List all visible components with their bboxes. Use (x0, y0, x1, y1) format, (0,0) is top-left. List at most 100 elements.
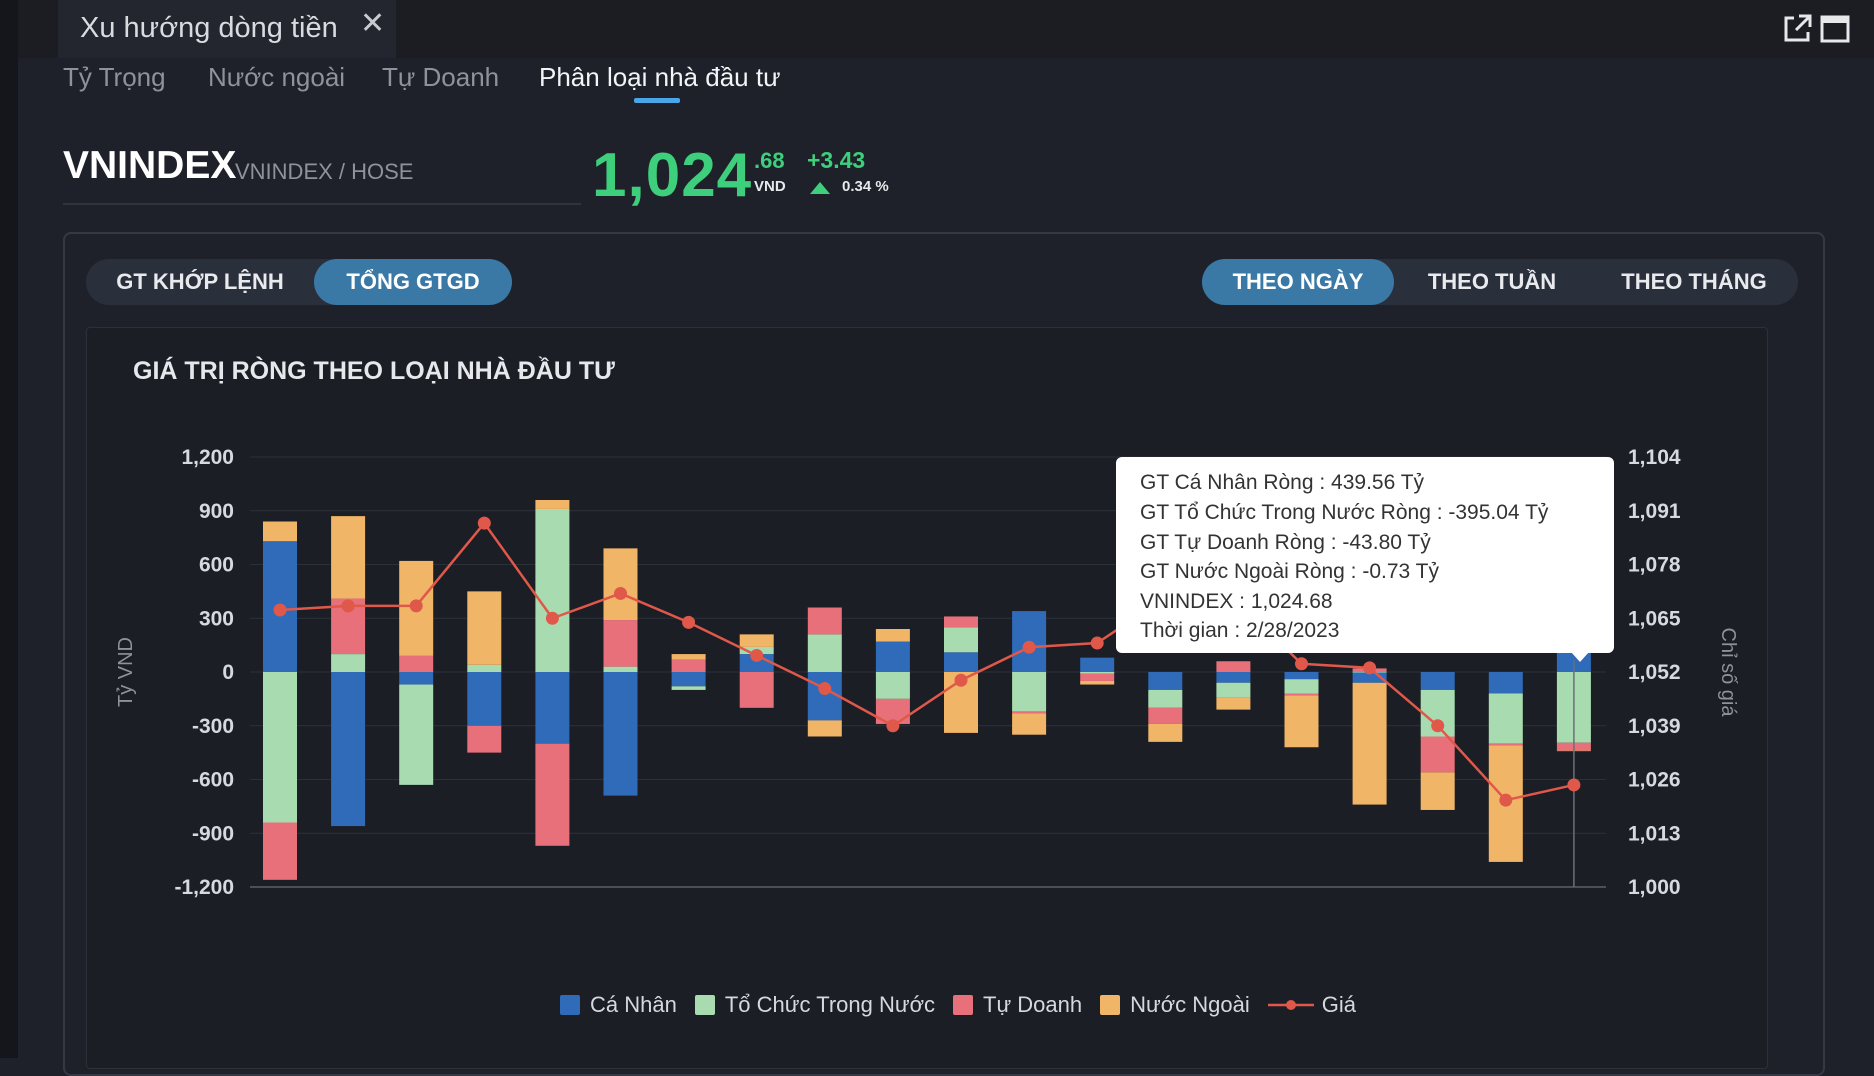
y-tick-label: 0 (222, 661, 234, 684)
price-point (750, 648, 764, 662)
price-point (341, 599, 355, 613)
bar-segment (535, 500, 570, 509)
legend-label: Tổ Chức Trong Nước (724, 992, 936, 1017)
y2-tick-label: 1,104 (1628, 446, 1681, 469)
symbol-code: VNINDEX (63, 144, 237, 187)
chart-panel (86, 327, 1768, 1069)
bar-segment (603, 620, 638, 667)
legend-swatch (953, 995, 974, 1015)
price-point (614, 586, 627, 600)
bar-segment (1420, 672, 1455, 690)
bar-segment (331, 672, 366, 827)
legend-label: Nước Ngoài (1130, 992, 1250, 1017)
bar-segment (1488, 743, 1523, 746)
bar-segment (807, 672, 842, 721)
bar-segment (807, 607, 842, 635)
bar-segment (263, 672, 297, 823)
price-point (954, 673, 968, 687)
bar-segment (1352, 682, 1387, 805)
legend-swatch (694, 995, 715, 1015)
y2-tick-label: 1,000 (1628, 876, 1681, 899)
legend-swatch (560, 995, 580, 1015)
maximize-icon[interactable] (1818, 12, 1852, 46)
gt-khop-lenh-button[interactable]: GT KHỚP LỆNH (116, 269, 284, 294)
left-edge (0, 0, 18, 1058)
arrow-up-icon (810, 182, 830, 194)
bar-segment (1420, 736, 1455, 773)
tooltip-tu-doanh: GT Tự Doanh Ròng : -43.80 Tỷ (1140, 531, 1431, 554)
y-tick-label: -900 (192, 822, 234, 845)
legend-nuoc-ngoai[interactable]: Nước Ngoài (1100, 992, 1250, 1018)
bar-segment (1148, 707, 1183, 724)
bar-segment (331, 516, 366, 599)
bar-segment (1352, 672, 1387, 683)
tong-gtgd-button[interactable]: TỔNG GTGD (314, 259, 512, 305)
bar-segment (1216, 661, 1251, 672)
chart-title: GIÁ TRỊ RÒNG THEO LOẠI NHÀ ĐẦU TƯ (133, 357, 615, 385)
price-point (682, 615, 696, 629)
bar-segment (944, 652, 978, 672)
external-link-icon[interactable] (1780, 12, 1814, 46)
legend-tu-doanh[interactable]: Tự Doanh (953, 992, 1082, 1018)
bar-segment (671, 672, 706, 687)
y2-tick-label: 1,013 (1628, 822, 1681, 845)
bar-segment (944, 616, 978, 628)
bar-segment (807, 720, 842, 737)
price-point (1090, 636, 1104, 650)
bar-segment (739, 672, 774, 708)
window-titlebar: Xu hướng dòng tiền ✕ (18, 0, 1874, 58)
tab-phan-loai-nha-dau-tu[interactable]: Phân loại nhà đầu tư (539, 62, 781, 92)
bar-segment (1216, 672, 1251, 683)
symbol-exchange: VNINDEX / HOSE (235, 159, 414, 184)
price-point (1295, 657, 1308, 671)
bar-segment (535, 672, 570, 744)
active-tab-indicator (634, 98, 680, 103)
bar-segment (1488, 672, 1523, 694)
y-tick-label: 1,200 (181, 446, 234, 469)
legend-label: Giá (1321, 992, 1357, 1017)
bar-segment (1012, 711, 1047, 714)
bar-segment (671, 686, 706, 690)
price-point (477, 516, 491, 530)
window-tab[interactable]: Xu hướng dòng tiền ✕ (58, 0, 396, 58)
y-tick-label: -1,200 (174, 876, 234, 899)
tooltip-vnindex: VNINDEX : 1,024.68 (1140, 590, 1333, 613)
tooltip-nuoc-ngoai: GT Nước Ngoài Ròng : -0.73 Tỷ (1140, 560, 1440, 583)
y2-tick-label: 1,065 (1628, 607, 1681, 630)
legend-gia[interactable]: Giá (1267, 992, 1357, 1018)
theo-thang-button[interactable]: THEO THÁNG (1621, 269, 1767, 294)
y2-tick-label: 1,091 (1628, 500, 1681, 523)
bar-segment (875, 672, 910, 699)
bar-segment (535, 508, 570, 672)
bar-segment (467, 725, 502, 753)
legend-ca-nhan[interactable]: Cá Nhân (560, 992, 677, 1018)
y2-tick-label: 1,052 (1628, 661, 1681, 684)
close-icon[interactable]: ✕ (360, 7, 386, 40)
legend-to-chuc-trong-nuoc[interactable]: Tổ Chức Trong Nước (694, 992, 936, 1018)
price-point (1363, 661, 1377, 675)
bar-segment (467, 664, 502, 672)
chart-legend: Cá Nhân Tổ Chức Trong Nước Tự Doanh Nước… (560, 990, 1356, 1020)
y2-tick-label: 1,039 (1628, 715, 1681, 738)
bar-segment (399, 684, 434, 785)
legend-swatch (1100, 995, 1121, 1015)
tab-tu-doanh[interactable]: Tự Doanh (382, 62, 500, 92)
y-tick-label: -600 (192, 769, 234, 792)
tab-nuoc-ngoai[interactable]: Nước ngoài (208, 62, 346, 92)
y-tick-label: 900 (199, 500, 234, 523)
bar-segment (1284, 679, 1319, 694)
tab-ty-trong[interactable]: Tỷ Trọng (63, 62, 166, 92)
tooltip-to-chuc: GT Tổ Chức Trong Nước Ròng : -395.04 Tỷ (1140, 501, 1549, 524)
bar-segment (671, 654, 706, 660)
theo-ngay-button[interactable]: THEO NGÀY (1202, 259, 1394, 305)
price-point (273, 603, 287, 617)
bar-segment (399, 672, 434, 685)
bar-segment (263, 521, 297, 542)
bar-segment (1080, 680, 1115, 685)
bar-segment (263, 822, 297, 880)
bar-segment (1012, 713, 1047, 735)
bar-segment (1216, 682, 1251, 698)
bar-segment (603, 548, 638, 621)
theo-tuan-button[interactable]: THEO TUẦN (1427, 269, 1557, 294)
bar-segment (1284, 672, 1319, 680)
